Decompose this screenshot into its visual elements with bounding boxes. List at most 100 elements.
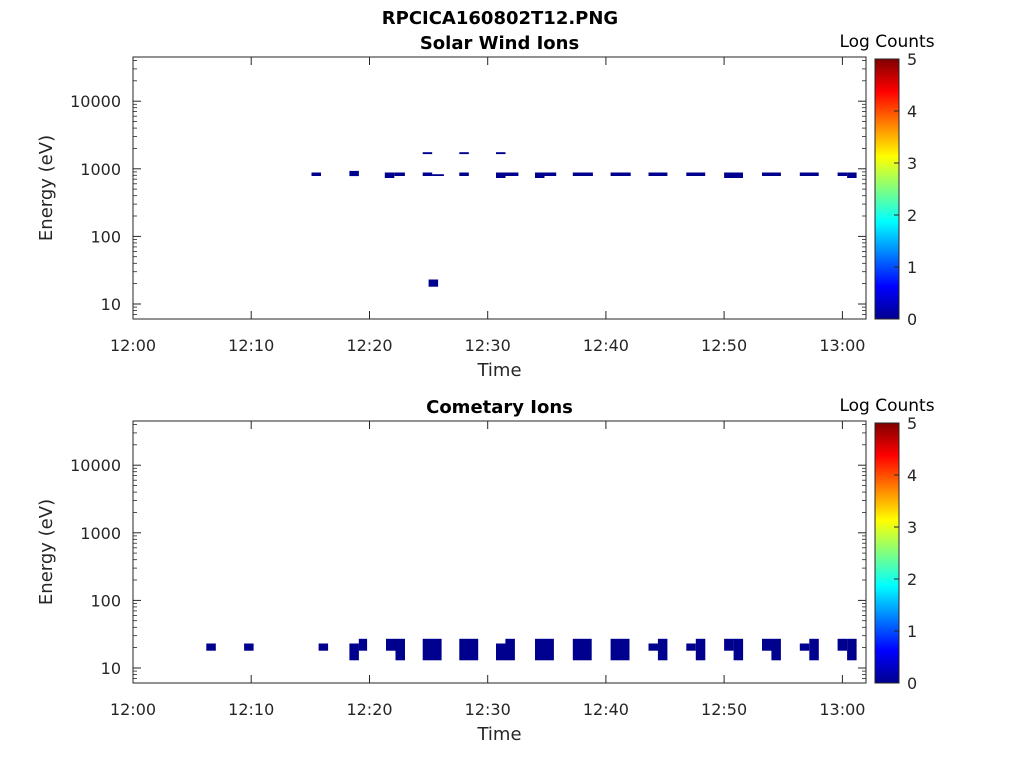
cometary-cell-14 [648, 643, 658, 651]
cometary-cell-16 [686, 643, 696, 651]
solar-wind-cell-8 [459, 172, 469, 176]
solar-wind-cell-11 [505, 172, 519, 176]
cometary-cell-17 [695, 638, 706, 661]
solar-wind-colorbar-label-2: 2 [907, 206, 917, 225]
solar-wind-colorbar [874, 58, 900, 320]
solar-wind-cell-2 [384, 172, 395, 178]
cometary-cell-0 [206, 643, 216, 651]
solar-wind-cell-9 [496, 152, 506, 155]
cometary-cell-2 [318, 643, 329, 651]
solar-wind-cell-18 [724, 172, 743, 178]
cometary-cell-4 [358, 638, 368, 651]
cometary-cell-6 [395, 638, 405, 661]
cometary-colorbar [874, 422, 900, 684]
figure-title: RPCICA160802T12.PNG [382, 8, 618, 29]
solar-wind-xtick-label-1: 12:10 [228, 336, 274, 355]
cometary-cell-5 [386, 638, 396, 651]
cometary-cell-12 [572, 638, 592, 661]
solar-wind-ytick-label-3: 10000 [70, 92, 121, 111]
solar-wind-ytick-label-0: 10 [101, 295, 121, 314]
cometary-cell-20 [762, 638, 772, 651]
cometary-xtick-label-3: 12:30 [465, 700, 511, 719]
solar-wind-cell-19 [762, 172, 781, 176]
cometary-ylabel: Energy (eV) [36, 499, 57, 605]
solar-wind-xtick-label-5: 12:50 [701, 336, 747, 355]
solar-wind-xtick-label-3: 12:30 [465, 336, 511, 355]
solar-wind-cell-7 [459, 152, 469, 155]
solar-wind-colorbar-label-5: 5 [907, 50, 917, 69]
solar-wind-cell-21 [837, 172, 848, 176]
cometary-cell-11 [535, 638, 554, 661]
cometary-cell-19 [733, 638, 744, 661]
cometary-colorbar-label-4: 4 [907, 466, 917, 485]
solar-wind-title: Solar Wind Ions [420, 33, 579, 54]
cometary-colorbar-label-1: 1 [907, 622, 917, 641]
solar-wind-cell-10 [496, 172, 506, 178]
cometary-xtick-label-6: 13:00 [819, 700, 865, 719]
cometary-colorbar-label-3: 3 [907, 518, 917, 537]
cometary-cell-25 [847, 638, 857, 661]
cometary-colorbar-label-0: 0 [907, 674, 917, 693]
cometary-xtick-label-1: 12:10 [228, 700, 274, 719]
solar-wind-colorbar-label-3: 3 [907, 154, 917, 173]
solar-wind-cell-17 [686, 172, 706, 176]
solar-wind-cell-6 [422, 152, 433, 155]
cometary-cell-24 [837, 638, 848, 651]
cometary-axes-frame [132, 420, 867, 684]
cometary-cell-22 [799, 643, 810, 651]
solar-wind-xlabel: Time [476, 360, 521, 381]
cometary-cell-18 [724, 638, 734, 651]
cometary-cell-3 [349, 643, 359, 661]
cometary-ytick-label-0: 10 [101, 659, 121, 678]
solar-wind-xtick-label-2: 12:20 [346, 336, 392, 355]
cometary-ytick-label-3: 10000 [70, 456, 121, 475]
cometary-xtick-label-4: 12:40 [583, 700, 629, 719]
cometary-xtick-label-2: 12:20 [346, 700, 392, 719]
cometary-xtick-label-0: 12:00 [110, 700, 156, 719]
solar-wind-xtick-label-6: 13:00 [819, 336, 865, 355]
cometary-cell-1 [244, 643, 254, 651]
cometary-cell-9 [496, 643, 506, 661]
solar-wind-ytick-label-1: 100 [90, 227, 121, 246]
solar-wind-cell-14 [572, 172, 593, 176]
solar-wind-xtick-label-4: 12:40 [583, 336, 629, 355]
solar-wind-cell-13 [544, 172, 557, 176]
cometary-ytick-label-1: 100 [90, 591, 121, 610]
solar-wind-axes-frame [132, 56, 867, 320]
solar-wind-cell-3 [394, 172, 405, 176]
cometary-cell-7 [422, 638, 442, 661]
cometary-cell-13 [610, 638, 630, 661]
solar-wind-cell-12 [535, 172, 545, 178]
solar-wind-cell-1 [349, 170, 359, 177]
solar-wind-cell-20 [799, 172, 819, 176]
cometary-xtick-label-5: 12:50 [701, 700, 747, 719]
cometary-xlabel: Time [476, 724, 521, 745]
cometary-cell-8 [459, 638, 479, 661]
solar-wind-xtick-label-0: 12:00 [110, 336, 156, 355]
solar-wind-cell-0 [311, 172, 321, 176]
solar-wind-colorbar-label-1: 1 [907, 258, 917, 277]
solar-wind-ylabel: Energy (eV) [36, 135, 57, 241]
cometary-colorbar-label-5: 5 [907, 414, 917, 433]
solar-wind-cell-23 [428, 279, 439, 287]
cometary-ytick-label-2: 1000 [80, 524, 121, 543]
cometary-colorbar-title: Log Counts [839, 396, 934, 416]
solar-wind-ytick-label-2: 1000 [80, 160, 121, 179]
cometary-cell-23 [809, 638, 819, 661]
solar-wind-cell-5 [432, 174, 444, 176]
cometary-cell-10 [505, 638, 515, 661]
cometary-cell-21 [771, 638, 781, 661]
solar-wind-cell-15 [610, 172, 631, 176]
solar-wind-cell-16 [648, 172, 668, 176]
cometary-plot-area [133, 421, 866, 683]
solar-wind-colorbar-title: Log Counts [839, 32, 934, 52]
solar-wind-cell-4 [422, 172, 433, 176]
cometary-cell-15 [657, 638, 668, 661]
cometary-colorbar-label-2: 2 [907, 570, 917, 589]
solar-wind-cell-22 [847, 172, 857, 178]
cometary-title: Cometary Ions [426, 397, 573, 418]
solar-wind-colorbar-label-0: 0 [907, 310, 917, 329]
